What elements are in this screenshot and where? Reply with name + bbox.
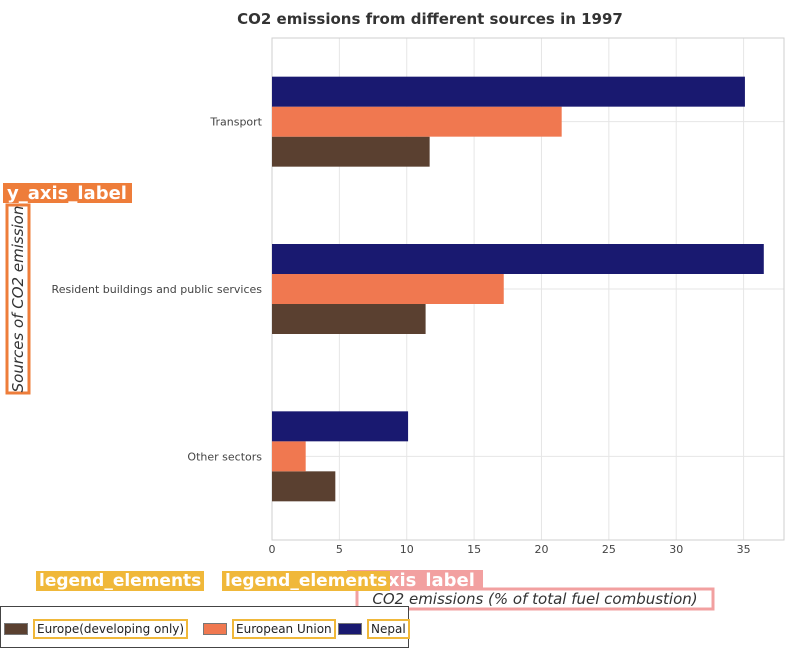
bar xyxy=(272,441,306,472)
category-label: Resident buildings and public services xyxy=(52,283,263,296)
x-tick-label: 10 xyxy=(400,543,414,556)
bar xyxy=(272,136,430,167)
x-tick-label: 30 xyxy=(669,543,683,556)
bar xyxy=(272,304,426,334)
x-tick-labels: 0 5 10 15 20 25 30 35 xyxy=(269,543,751,556)
x-axis-label: CO2 emissions (% of total fuel combustio… xyxy=(355,587,715,611)
category-labels: Other sectors Resident buildings and publ… xyxy=(52,116,263,464)
x-tick-label: 20 xyxy=(534,543,548,556)
svg-text:Sources of CO2 emission: Sources of CO2 emission xyxy=(9,206,27,393)
y-axis-label: Sources of CO2 emission xyxy=(5,203,31,395)
legend-item-european-union: European Union xyxy=(203,619,336,639)
chart-title: CO2 emissions from different sources in … xyxy=(237,10,623,28)
bar xyxy=(272,274,504,304)
y-axis-label-tag: y_axis_label xyxy=(3,183,132,204)
legend-swatch xyxy=(4,623,28,635)
legend-label: Europe(developing only) xyxy=(33,619,189,639)
legend-tag-1: legend_elements xyxy=(36,571,205,591)
legend-item-nepal: Nepal xyxy=(338,619,410,639)
category-label: Other sectors xyxy=(187,450,262,463)
x-tick-label: 25 xyxy=(602,543,616,556)
legend-item-europe-developing: Europe(developing only) xyxy=(4,619,189,639)
svg-text:CO2 emissions (% of total fuel: CO2 emissions (% of total fuel combustio… xyxy=(372,590,697,608)
legend-label: European Union xyxy=(232,619,336,639)
legend-tag-2: legend_elements xyxy=(222,571,391,591)
legend-label: Nepal xyxy=(367,619,410,639)
bar xyxy=(272,471,336,502)
legend-swatch xyxy=(203,623,227,635)
bar xyxy=(272,411,409,442)
bar xyxy=(272,244,764,274)
svg-text:y_axis_label: y_axis_label xyxy=(7,183,127,204)
x-tick-label: 15 xyxy=(467,543,481,556)
bar xyxy=(272,76,745,107)
category-label: Transport xyxy=(209,116,262,129)
x-tick-label: 35 xyxy=(737,543,751,556)
x-tick-label: 0 xyxy=(269,543,276,556)
bars xyxy=(272,76,764,502)
x-tick-label: 5 xyxy=(336,543,343,556)
bar xyxy=(272,106,562,137)
legend-swatch xyxy=(338,623,362,635)
